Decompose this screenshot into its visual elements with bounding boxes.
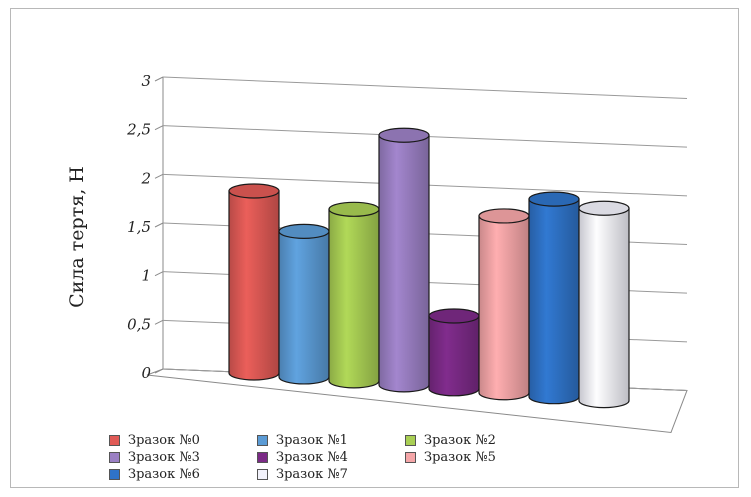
legend-label: Зразок №2 bbox=[424, 433, 496, 448]
chart-plot: 0 0,5 1 1,5 2 2,5 3 Сила тертя, Н bbox=[66, 72, 688, 434]
legend-swatch bbox=[257, 469, 268, 480]
legend-swatch bbox=[405, 452, 416, 463]
bar-3 bbox=[378, 127, 430, 393]
bar-6 bbox=[528, 191, 580, 405]
bar-2 bbox=[328, 201, 380, 389]
legend-label: Зразок №5 bbox=[424, 450, 496, 465]
y-tick-label: 1 bbox=[141, 267, 151, 285]
chart-frame: 0 0,5 1 1,5 2 2,5 3 Сила тертя, Н Зразок №0 Зра… bbox=[10, 8, 739, 488]
legend-swatch bbox=[257, 435, 268, 446]
legend-label: Зразок №6 bbox=[128, 467, 200, 482]
legend-item: Зразок №4 bbox=[257, 450, 348, 465]
legend-item: Зразок №2 bbox=[405, 433, 496, 448]
gridline bbox=[162, 76, 688, 99]
y-tick-label: 0 bbox=[141, 364, 151, 382]
y-tick-label: 0,5 bbox=[127, 315, 151, 333]
legend-label: Зразок №4 bbox=[276, 450, 348, 465]
bar-5 bbox=[478, 208, 530, 401]
bar-4 bbox=[428, 308, 480, 397]
legend-swatch bbox=[109, 435, 120, 446]
legend-item: Зразок №0 bbox=[109, 433, 200, 448]
y-tick-label: 3 bbox=[141, 72, 151, 90]
legend-label: Зразок №3 bbox=[128, 450, 200, 465]
y-tick-label: 1,5 bbox=[127, 218, 151, 236]
legend-item: Зразок №1 bbox=[257, 433, 348, 448]
legend-item: Зразок №3 bbox=[109, 450, 200, 465]
legend-label: Зразок №0 bbox=[128, 433, 200, 448]
legend-label: Зразок №7 bbox=[276, 467, 348, 482]
legend-item: Зразок №7 bbox=[257, 467, 348, 482]
legend-swatch bbox=[257, 452, 268, 463]
y-tick-label: 2,5 bbox=[126, 121, 151, 139]
bar-0 bbox=[228, 183, 280, 381]
bar-7 bbox=[578, 200, 630, 409]
legend-swatch bbox=[109, 469, 120, 480]
legend-swatch bbox=[405, 435, 416, 446]
legend-item: Зразок №5 bbox=[405, 450, 496, 465]
bar-1 bbox=[278, 223, 330, 385]
legend-item: Зразок №6 bbox=[109, 467, 200, 482]
legend-label: Зразок №1 bbox=[276, 433, 348, 448]
legend-swatch bbox=[109, 452, 120, 463]
y-tick-label: 2 bbox=[140, 169, 151, 187]
y-axis-label: Сила тертя, Н bbox=[66, 166, 88, 308]
